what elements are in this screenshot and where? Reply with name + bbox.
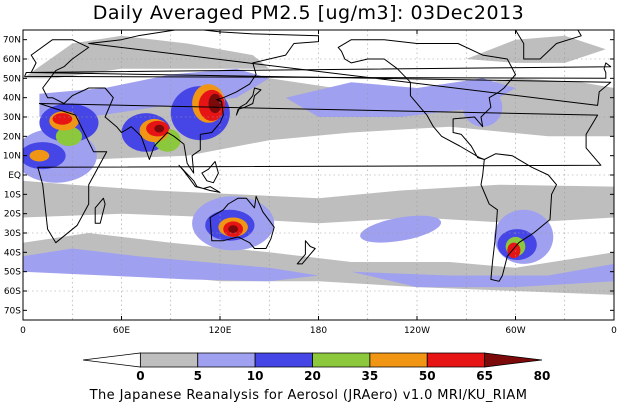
colorbar-label: 50 (419, 369, 436, 383)
colorbar-swatch (254, 352, 313, 368)
lat-tick-label: 20S (4, 210, 21, 220)
colorbar-swatch (82, 352, 141, 368)
lat-tick-label: 10N (3, 152, 21, 162)
australia-darkred (228, 225, 239, 233)
australia-coast (209, 195, 275, 249)
argentina-red (507, 242, 521, 259)
madagascar-coast (94, 197, 106, 224)
lat-tick-label: 70S (4, 306, 21, 316)
lat-tick-label: 40N (3, 94, 21, 104)
greenland-coast (515, 30, 582, 60)
map-gridlines (23, 30, 614, 320)
newzealand-coast (296, 240, 316, 265)
lon-tick-label: 120E (209, 326, 232, 336)
lat-tick-label: 50N (3, 74, 21, 84)
africa-coast (37, 103, 602, 244)
colorbar-swatch (197, 352, 256, 368)
nigeria-orange (29, 149, 50, 162)
south-pacific-light (360, 215, 442, 243)
libya-red (52, 113, 73, 125)
colorbar-label: 5 (194, 369, 202, 383)
southern-pacific-light (351, 263, 614, 288)
lat-tick-label: 60S (4, 287, 21, 297)
lat-axis: 70N 60N 50N 40N 30N 20N 10N EQ 10S 20S 30S 40S 50S 60… (3, 36, 614, 316)
colorbar-swatch (312, 352, 371, 368)
chart-title: Daily Averaged PM2.5 [ug/m3]: 03Dec2013 (92, 2, 525, 24)
colorbar-label: 65 (476, 369, 493, 383)
colorbar-label: 80 (534, 369, 551, 383)
lon-tick-label: 120W (404, 326, 430, 336)
lat-tick-label: 20N (3, 132, 21, 142)
lon-tick-label: 60E (113, 326, 130, 336)
north-atlantic-band (466, 35, 606, 63)
lat-tick-label: 30N (3, 113, 21, 123)
sahara-green (55, 126, 83, 146)
lat-tick-label: 70N (3, 36, 21, 46)
lon-axis: 0 60E 120E 180 120W 60W 0 (20, 30, 617, 336)
lon-tick-label: 180 (310, 326, 327, 336)
lon-tick-label: 0 (20, 326, 26, 336)
colorbar-swatch (369, 352, 428, 368)
europe-coast (30, 30, 612, 174)
coastlines (24, 30, 612, 282)
eurasia-north-band (23, 35, 270, 79)
india-darkred (154, 124, 165, 133)
lat-tick-label: 40S (4, 248, 21, 258)
lat-tick-label: 60N (3, 55, 21, 65)
footer-caption: The Japanese Reanalysis for Aerosol (JRA… (89, 388, 528, 403)
lat-tick-label: EQ (8, 171, 21, 181)
lon-tick-label: 60W (505, 326, 525, 336)
lon-tick-label: 0 (611, 326, 617, 336)
colorbar-swatch (426, 352, 486, 368)
lat-tick-label: 50S (4, 268, 21, 278)
pm25-field (23, 35, 614, 295)
colorbar-swatch (139, 352, 199, 368)
colorbar-label: 20 (304, 369, 321, 383)
japan-coast (235, 87, 262, 116)
borneo-coast (201, 161, 219, 184)
colorbar-label: 35 (362, 369, 379, 383)
colorbar: 0 5 10 20 35 50 65 80 (82, 352, 551, 383)
lat-tick-label: 10S (4, 190, 21, 200)
britain-coast (24, 62, 612, 79)
colorbar-label: 10 (247, 369, 264, 383)
south-america-coast (480, 153, 557, 282)
indonesia-coast (178, 164, 221, 193)
colorbar-swatch (484, 352, 543, 368)
colorbar-label: 0 (136, 369, 144, 383)
lat-tick-label: 30S (4, 229, 21, 239)
china-darkred (208, 93, 222, 114)
